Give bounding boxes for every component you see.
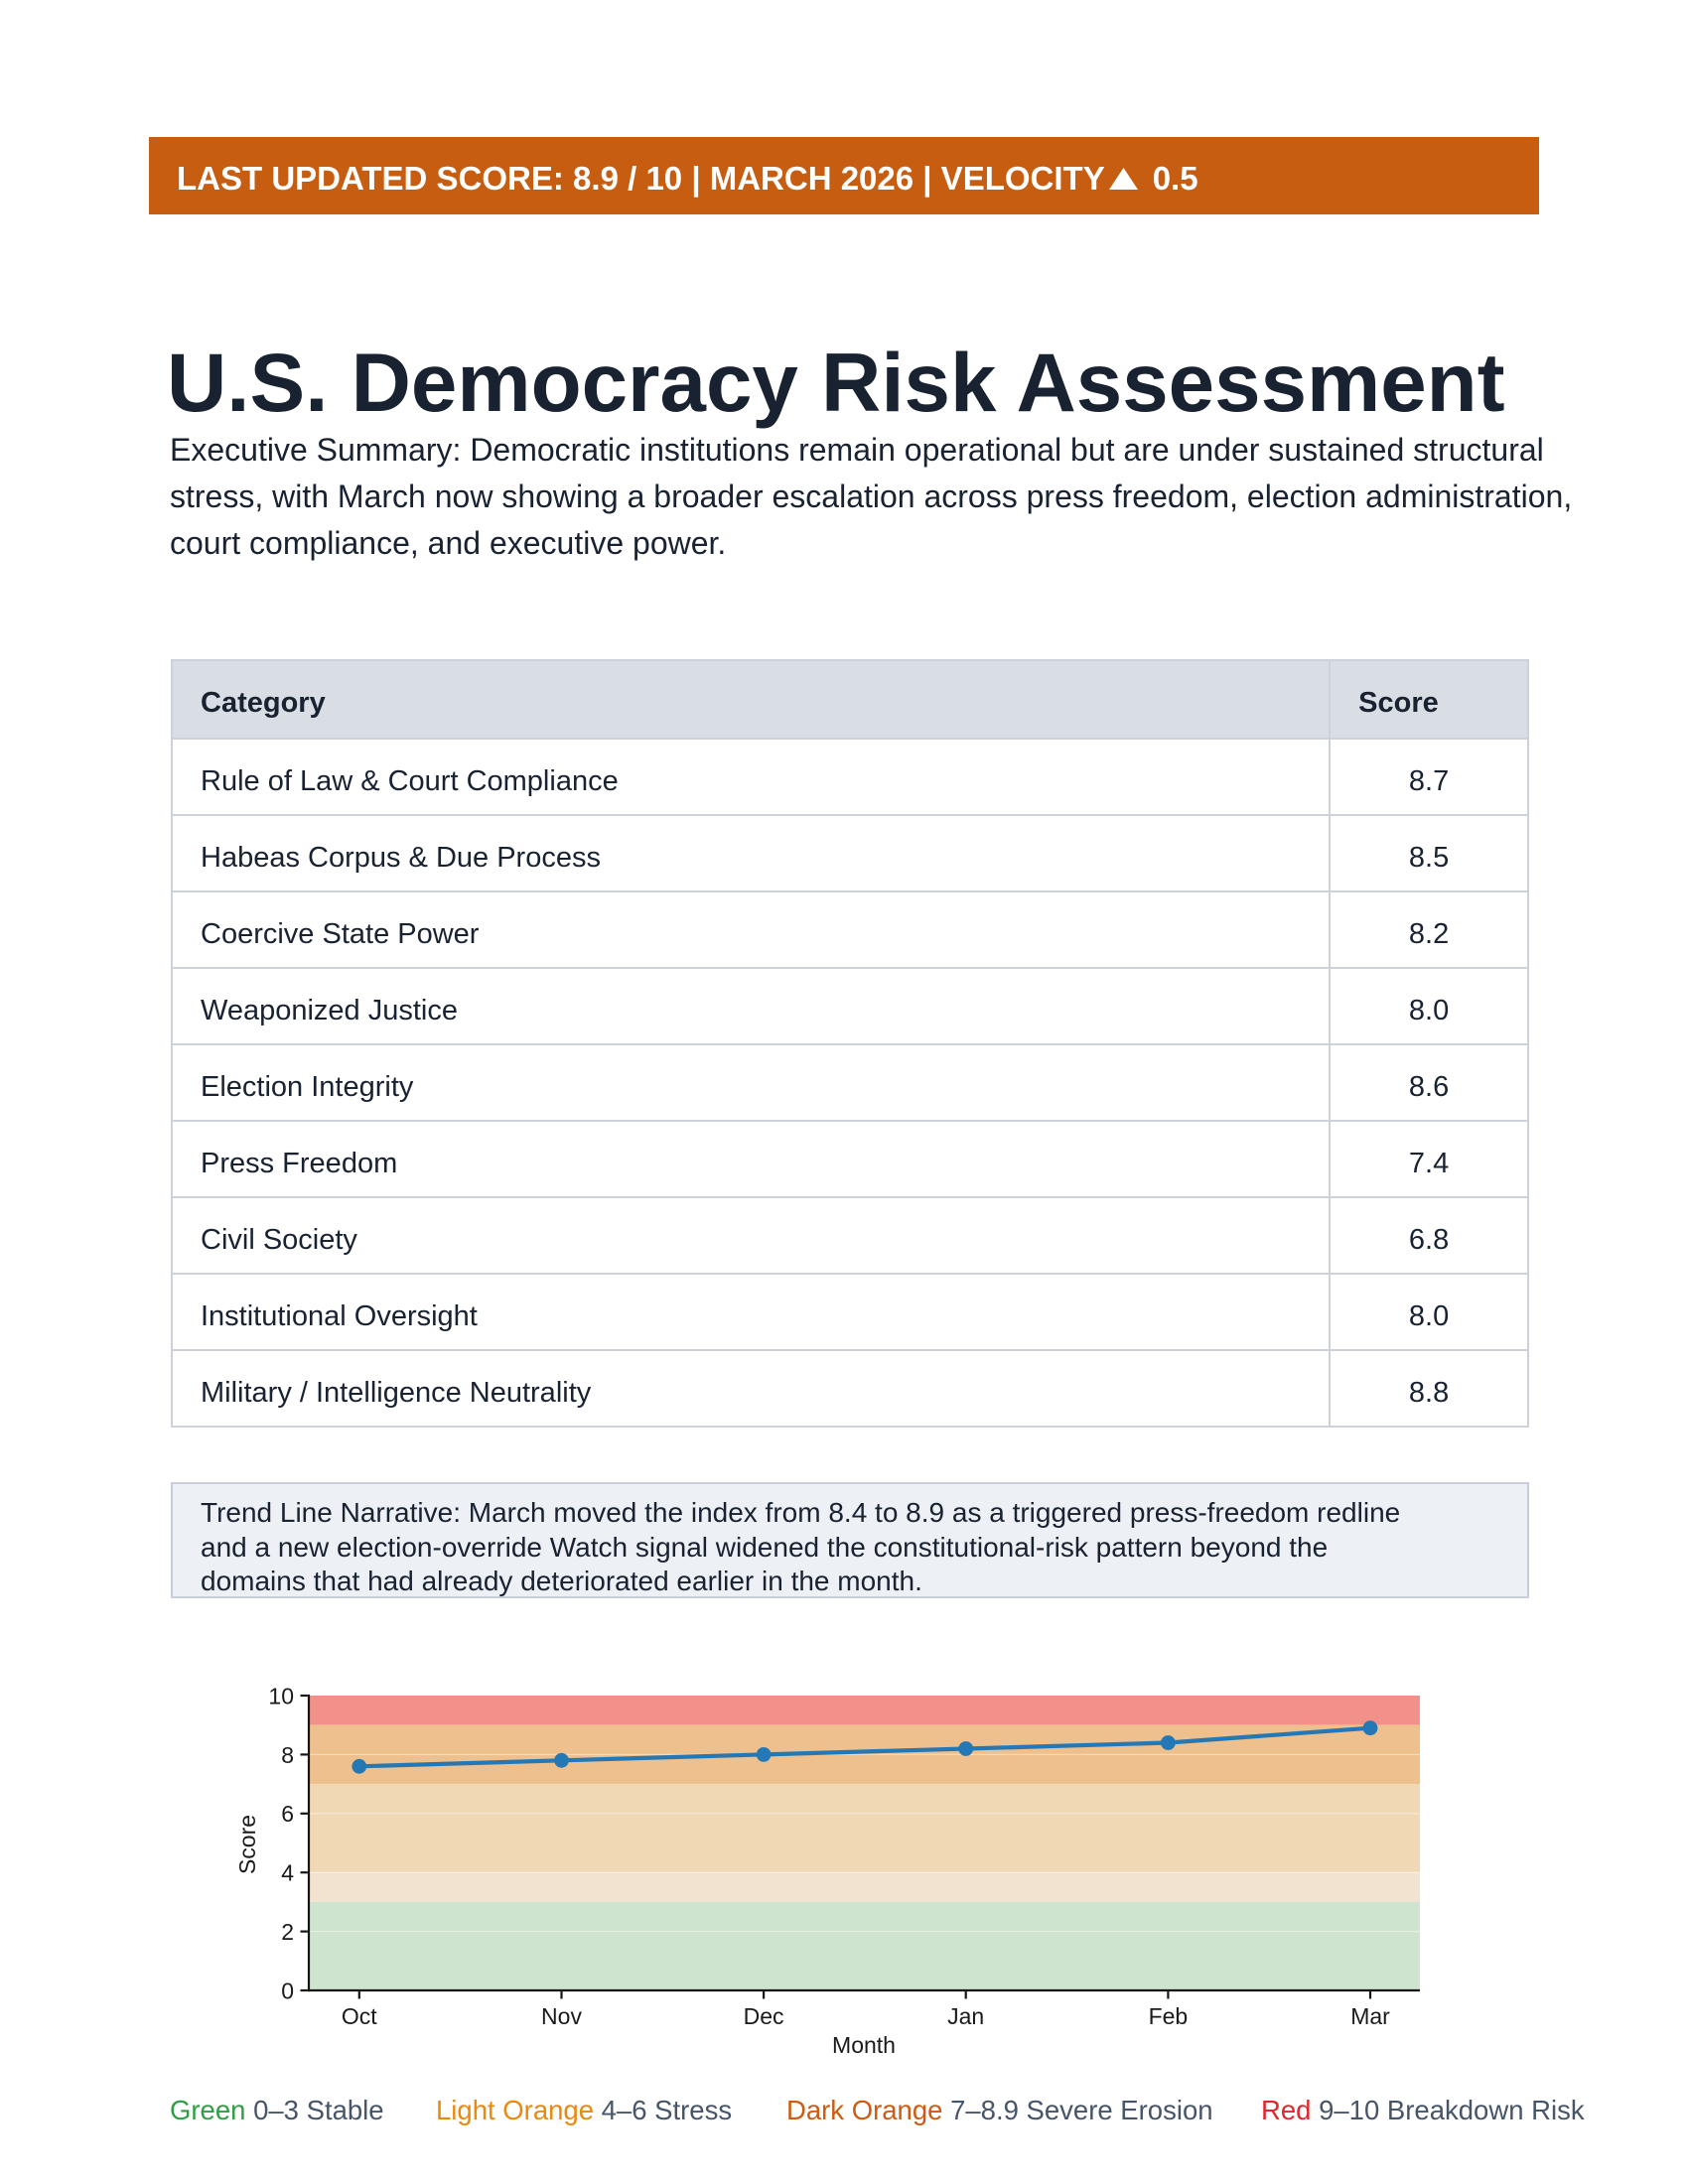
svg-text:Score: Score: [234, 1815, 260, 1874]
svg-text:Oct: Oct: [342, 2003, 377, 2029]
svg-text:Mar: Mar: [1350, 2003, 1390, 2029]
svg-text:4: 4: [281, 1860, 294, 1886]
svg-text:8: 8: [281, 1742, 294, 1768]
svg-text:Dec: Dec: [744, 2003, 784, 2029]
svg-text:10: 10: [268, 1683, 294, 1708]
svg-text:0: 0: [281, 1978, 294, 2003]
svg-text:6: 6: [281, 1801, 294, 1827]
svg-text:2: 2: [281, 1919, 294, 1945]
svg-text:Jan: Jan: [947, 2003, 984, 2029]
svg-text:Nov: Nov: [541, 2003, 582, 2029]
svg-text:Month: Month: [832, 2032, 896, 2058]
svg-text:Feb: Feb: [1149, 2003, 1189, 2029]
